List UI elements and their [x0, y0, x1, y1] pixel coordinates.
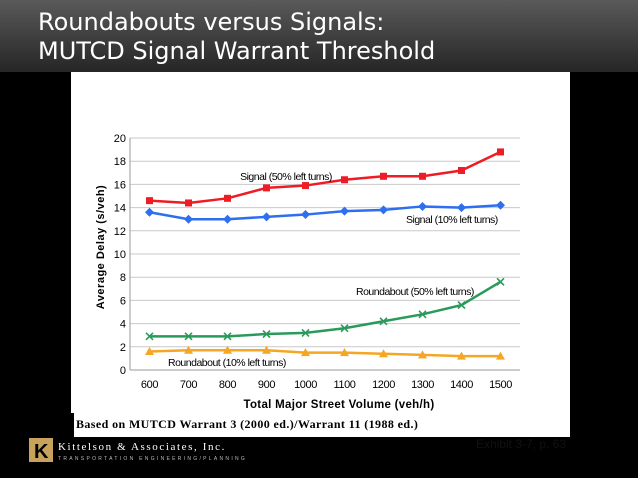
- delay-line-chart: 0 2 4 6 8 10 12 14 16 18 20 600 700 800 900 1000 1100 120…: [95, 133, 520, 411]
- series-annotation: Signal (50% left turns): [240, 171, 332, 183]
- data-point: [145, 332, 154, 341]
- data-point: [301, 348, 310, 357]
- y-tick-label: 14: [114, 203, 126, 215]
- data-point: [496, 351, 505, 360]
- x-tick-label: 1500: [489, 379, 512, 391]
- data-point: [379, 349, 388, 358]
- x-tick-label: 700: [180, 379, 197, 391]
- data-point: [380, 172, 387, 180]
- data-point: [301, 328, 310, 337]
- series-lines: [145, 148, 505, 360]
- series-annotation: Signal (10% left turns): [406, 214, 498, 226]
- data-point: [184, 214, 193, 224]
- y-tick-label: 0: [120, 365, 126, 377]
- data-point: [457, 300, 466, 310]
- y-tick-label: 20: [114, 133, 126, 145]
- x-tick-label: 600: [141, 379, 158, 391]
- data-point: [184, 332, 193, 341]
- gridlines: [129, 137, 520, 371]
- data-point: [262, 212, 271, 222]
- data-point: [418, 310, 427, 319]
- footnote: Based on MUTCD Warrant 3 (2000 ed.)/Warr…: [74, 413, 570, 437]
- data-point: [302, 182, 309, 190]
- x-axis-label: Total Major Street Volume (veh/h): [244, 399, 435, 411]
- x-tick-label: 1100: [333, 379, 355, 391]
- data-point: [418, 350, 427, 359]
- data-point: [185, 199, 192, 207]
- x-tick-label: 800: [219, 379, 236, 391]
- data-point: [458, 166, 465, 174]
- data-point: [457, 203, 466, 213]
- data-point: [379, 317, 388, 326]
- x-tick-label: 1400: [450, 379, 473, 391]
- series-line: [149, 280, 502, 338]
- data-point: [301, 210, 310, 220]
- data-point: [418, 201, 427, 211]
- y-tick-label: 10: [114, 249, 126, 261]
- series-annotation: Roundabout (50% left turns): [356, 286, 474, 298]
- data-point: [340, 324, 349, 333]
- data-point: [184, 345, 193, 354]
- data-point: [263, 184, 270, 192]
- x-tick-label: 900: [258, 379, 275, 391]
- logo-k-icon: K: [29, 438, 53, 463]
- data-point: [457, 351, 466, 360]
- title-line-2: MUTCD Signal Warrant Threshold: [38, 37, 436, 65]
- series-annotation: Roundabout (10% left turns): [168, 357, 286, 369]
- data-point: [496, 200, 505, 210]
- data-point: [379, 205, 388, 215]
- y-tick-label: 2: [120, 342, 126, 354]
- exhibit-reference: Exhibit 3-7, p. 63: [476, 437, 567, 451]
- data-point: [146, 197, 153, 205]
- data-point: [223, 332, 232, 341]
- x-tick-label: 1000: [294, 379, 317, 391]
- data-point: [419, 172, 426, 180]
- data-point: [145, 207, 154, 217]
- series-line: [149, 204, 501, 221]
- footnote-text: Based on MUTCD Warrant 3 (2000 ed.)/Warr…: [76, 417, 419, 431]
- series-line: [149, 150, 502, 205]
- company-tagline: TRANSPORTATION ENGINEERING/PLANNING: [58, 456, 248, 462]
- logo-letter: K: [34, 441, 49, 462]
- x-tick-label: 1200: [372, 379, 395, 391]
- data-point: [223, 214, 232, 224]
- data-point: [496, 277, 505, 286]
- y-tick-label: 4: [120, 319, 126, 331]
- data-point: [262, 329, 271, 339]
- data-point: [497, 148, 504, 156]
- data-point: [262, 345, 271, 354]
- data-point: [341, 176, 348, 184]
- y-tick-label: 8: [120, 272, 126, 284]
- data-point: [340, 206, 349, 216]
- series-line: [149, 349, 501, 358]
- y-axis-label: Average Delay (s/veh): [95, 185, 107, 309]
- slide-title: Roundabouts versus Signals: MUTCD Signal…: [38, 8, 435, 66]
- data-point: [145, 346, 154, 355]
- y-tick-label: 18: [114, 156, 126, 168]
- y-tick-label: 12: [114, 226, 126, 238]
- x-tick-label: 1300: [411, 379, 434, 391]
- company-name: Kittelson & Associates, Inc.: [58, 441, 226, 453]
- title-line-1: Roundabouts versus Signals:: [38, 8, 385, 36]
- y-tick-label: 6: [120, 295, 126, 307]
- data-point: [223, 345, 232, 354]
- title-bar: Roundabouts versus Signals: MUTCD Signal…: [0, 0, 638, 72]
- company-logo: K: [29, 438, 53, 463]
- axis-labels: 0 2 4 6 8 10 12 14 16 18 20 600 700 800 900 1000 1100 120…: [114, 133, 513, 391]
- y-tick-label: 16: [114, 179, 126, 191]
- data-point: [340, 348, 349, 357]
- data-point: [224, 194, 231, 202]
